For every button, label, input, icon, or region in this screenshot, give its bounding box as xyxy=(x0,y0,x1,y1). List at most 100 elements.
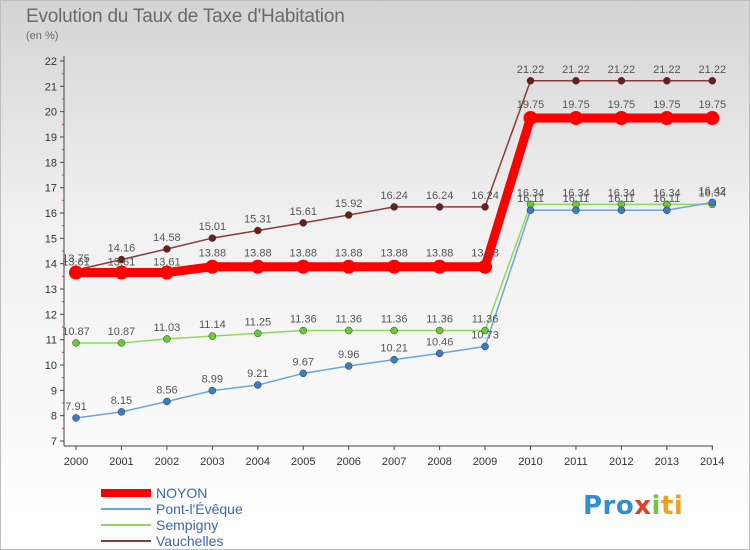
data-point-sempigny xyxy=(435,326,444,335)
data-point-pont-l-eveque xyxy=(72,414,80,422)
data-label-vauchelles: 16.24 xyxy=(426,190,454,202)
data-point-sempigny xyxy=(208,332,217,340)
data-point-pont-l-eveque xyxy=(117,408,126,416)
y-tick-label: 22 xyxy=(45,56,57,68)
y-tick-label: 12 xyxy=(45,309,57,321)
data-point-vauchelles xyxy=(254,226,262,235)
data-point-noyon xyxy=(523,111,538,125)
legend-label-vauchelles: Vauchelles xyxy=(156,533,224,549)
data-label-pont-l-eveque: 10.46 xyxy=(426,336,454,348)
y-tick-label: 20 xyxy=(45,107,57,119)
legend-swatch-vauchelles xyxy=(101,540,151,542)
data-label-vauchelles: 15.01 xyxy=(199,221,227,233)
x-tick-label: 2003 xyxy=(200,456,224,468)
data-point-pont-l-eveque xyxy=(708,198,717,207)
y-tick-label: 13 xyxy=(45,284,57,296)
x-tick-label: 2005 xyxy=(291,456,315,468)
data-point-noyon xyxy=(69,265,83,280)
x-tick-label: 2010 xyxy=(518,456,542,468)
data-label-sempigny: 16.34 xyxy=(608,187,636,199)
data-label-noyon: 13.88 xyxy=(426,248,454,260)
data-label-pont-l-eveque: 8.99 xyxy=(202,374,223,386)
legend-label-noyon: NOYON xyxy=(156,485,208,501)
data-label-sempigny: 16.34 xyxy=(653,187,681,199)
data-point-noyon xyxy=(478,259,493,274)
data-point-pont-l-eveque xyxy=(526,206,535,214)
data-label-sempigny: 10.87 xyxy=(108,326,136,338)
chart-subtitle: (en %) xyxy=(26,30,59,42)
data-point-vauchelles xyxy=(572,77,580,85)
data-label-vauchelles: 21.22 xyxy=(653,64,681,76)
x-tick-label: 2008 xyxy=(427,456,451,468)
data-label-sempigny: 10.87 xyxy=(62,326,90,338)
y-tick-label: 7 xyxy=(51,436,57,448)
data-label-sempigny: 16.34 xyxy=(562,187,590,199)
data-label-sempigny: 11.36 xyxy=(335,314,362,326)
data-point-vauchelles xyxy=(208,234,217,242)
y-tick-label: 18 xyxy=(45,157,57,169)
data-label-vauchelles: 21.22 xyxy=(562,64,590,76)
data-point-pont-l-eveque xyxy=(663,206,671,214)
data-label-noyon: 13.88 xyxy=(471,248,499,260)
data-label-noyon: 13.88 xyxy=(289,248,317,260)
data-label-pont-l-eveque: 16.11 xyxy=(517,193,544,205)
x-tick-label: 2009 xyxy=(473,456,497,468)
data-label-pont-l-eveque: 10.73 xyxy=(471,330,499,342)
data-point-noyon xyxy=(659,111,674,125)
data-point-noyon xyxy=(159,265,174,280)
data-point-sempigny xyxy=(299,326,307,335)
data-point-sempigny xyxy=(344,326,353,335)
data-point-vauchelles xyxy=(617,77,626,85)
data-label-extra: 13.61 xyxy=(62,257,90,269)
data-label-pont-l-eveque: 8.56 xyxy=(156,384,177,396)
data-point-sempigny xyxy=(390,326,398,335)
data-label-noyon: 19.75 xyxy=(653,99,681,111)
data-label-pont-l-eveque: 9.96 xyxy=(338,349,359,361)
data-label-noyon: 19.75 xyxy=(608,99,636,111)
data-label-vauchelles: 16.24 xyxy=(471,190,499,202)
x-tick-label: 2013 xyxy=(655,456,679,468)
x-tick-label: 2002 xyxy=(155,456,179,468)
data-point-pont-l-eveque xyxy=(163,397,171,406)
data-point-pont-l-eveque xyxy=(208,386,217,395)
data-point-noyon xyxy=(341,259,356,274)
data-point-sempigny xyxy=(117,339,126,347)
legend-swatch-sempigny xyxy=(101,524,151,526)
data-label-vauchelles: 14.16 xyxy=(108,243,136,255)
legend-swatch-noyon xyxy=(101,489,151,497)
data-point-pont-l-eveque xyxy=(299,369,307,378)
data-label-pont-l-eveque: 16.11 xyxy=(653,193,680,205)
data-label-pont-l-eveque: 7.91 xyxy=(65,401,86,413)
data-point-pont-l-eveque xyxy=(344,362,353,370)
data-label-sempigny: 16.34 xyxy=(699,187,727,199)
data-point-vauchelles xyxy=(163,245,171,253)
data-label-extra: 13.61 xyxy=(153,257,181,269)
data-label-vauchelles: 15.61 xyxy=(289,206,317,218)
data-label-sempigny: 11.14 xyxy=(199,319,226,331)
data-point-noyon xyxy=(250,259,265,274)
data-point-noyon xyxy=(296,259,311,274)
data-label-noyon: 19.75 xyxy=(517,99,545,111)
data-point-sempigny xyxy=(254,329,262,338)
data-point-noyon xyxy=(114,265,129,280)
legend-swatch-pont-l-eveque xyxy=(101,508,151,510)
data-point-noyon xyxy=(705,111,720,125)
x-tick-label: 2006 xyxy=(336,456,360,468)
y-tick-label: 9 xyxy=(51,385,57,397)
data-point-pont-l-eveque xyxy=(617,206,626,214)
data-label-pont-l-eveque: 10.21 xyxy=(380,343,408,355)
data-label-vauchelles: 21.22 xyxy=(699,64,727,76)
data-label-vauchelles: 21.22 xyxy=(608,64,636,76)
data-point-vauchelles xyxy=(299,219,307,227)
data-point-vauchelles xyxy=(435,203,444,211)
data-point-vauchelles xyxy=(708,77,717,85)
data-label-vauchelles: 21.22 xyxy=(517,64,545,76)
data-point-pont-l-eveque xyxy=(254,381,262,389)
y-tick-label: 8 xyxy=(51,411,57,423)
y-tick-label: 14 xyxy=(45,259,57,271)
y-tick-label: 19 xyxy=(45,132,57,144)
data-label-pont-l-eveque: 9.21 xyxy=(247,368,268,380)
data-point-noyon xyxy=(205,259,220,274)
chart-title: Evolution du Taux de Taxe d'Habitation xyxy=(26,6,345,27)
data-point-pont-l-eveque xyxy=(390,355,398,364)
